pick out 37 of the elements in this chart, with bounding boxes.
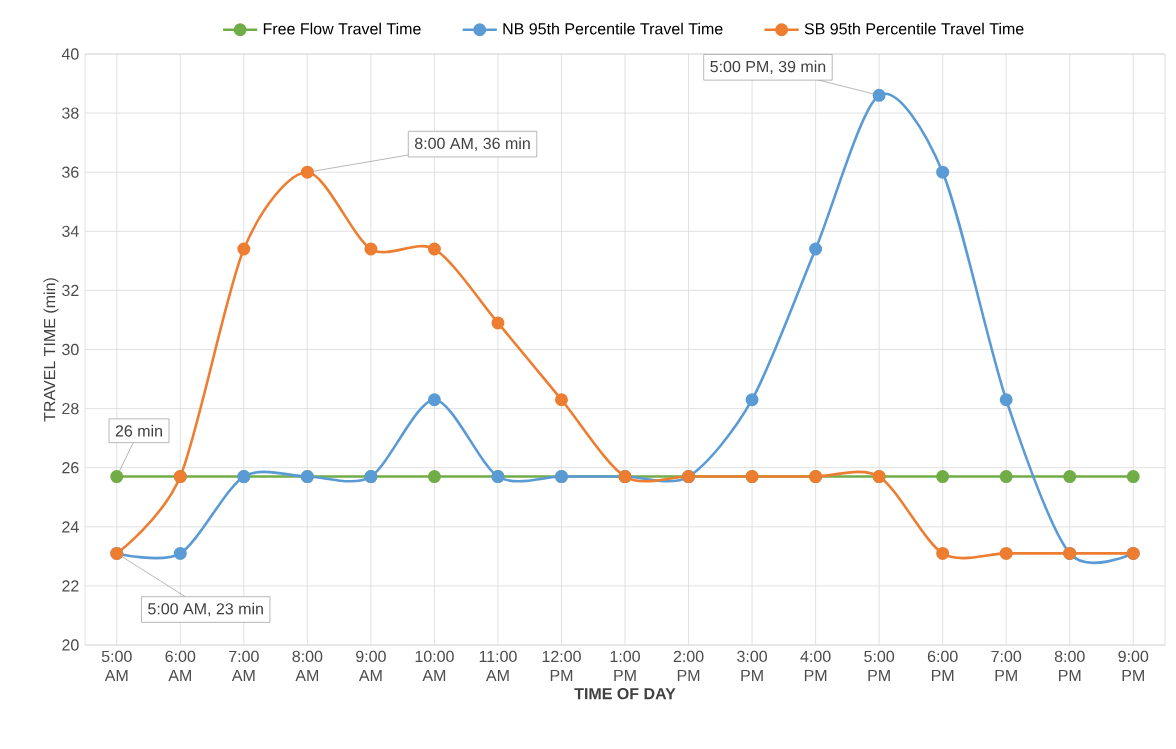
x-tick-label: 7:00 PM bbox=[991, 650, 1022, 681]
x-axis-title: TIME OF DAY bbox=[574, 687, 676, 700]
x-tick-label: 9:00 PM bbox=[1118, 650, 1149, 681]
x-tick-label: 5:00 PM bbox=[864, 650, 895, 681]
y-tick-label: 32 bbox=[62, 284, 79, 297]
x-tick-label: 5:00 AM bbox=[101, 650, 132, 681]
y-axis-title: TRAVEL TIME (min) bbox=[43, 278, 59, 422]
x-tick-label: 2:00 PM bbox=[673, 650, 704, 681]
y-tick-label: 20 bbox=[62, 639, 79, 651]
x-tick-label: 8:00 AM bbox=[292, 650, 323, 681]
annotation: 5:00 PM, 39 min bbox=[710, 60, 826, 75]
legend-label: NB 95th Percentile Travel Time bbox=[503, 22, 723, 35]
x-tick-label: 12:00 PM bbox=[542, 650, 581, 681]
legend-label: SB 95th Percentile Travel Time bbox=[804, 22, 1024, 35]
y-tick-label: 26 bbox=[62, 462, 79, 474]
x-tick-label: 10:00 AM bbox=[415, 650, 454, 681]
x-tick-label: 7:00 AM bbox=[229, 650, 259, 681]
legend-label: Free Flow Travel Time bbox=[263, 22, 421, 35]
annotation: 26 min bbox=[115, 424, 162, 437]
x-tick-label: 6:00 AM bbox=[165, 650, 196, 681]
y-tick-label: 40 bbox=[61, 48, 79, 60]
y-tick-label: 28 bbox=[62, 402, 79, 415]
x-tick-label: 11:00 AM bbox=[479, 650, 517, 681]
x-tick-label: 4:00 PM bbox=[800, 650, 831, 681]
x-tick-label: 3:00 PM bbox=[737, 650, 768, 681]
x-tick-label: 9:00 AM bbox=[356, 650, 386, 681]
x-tick-label: 6:00 PM bbox=[927, 650, 958, 681]
y-tick-label: 36 bbox=[62, 166, 79, 178]
x-tick-label: 8:00 PM bbox=[1054, 650, 1085, 681]
y-tick-label: 30 bbox=[62, 343, 79, 356]
x-tick-label: 1:00 PM bbox=[610, 650, 640, 681]
annotation: 8:00 AM, 36 min bbox=[414, 137, 530, 151]
y-tick-label: 34 bbox=[62, 225, 79, 237]
annotation: 5:00 AM, 23 min bbox=[148, 602, 263, 617]
y-tick-label: 24 bbox=[62, 521, 79, 533]
y-tick-label: 22 bbox=[62, 580, 79, 592]
y-tick-label: 38 bbox=[62, 107, 79, 119]
